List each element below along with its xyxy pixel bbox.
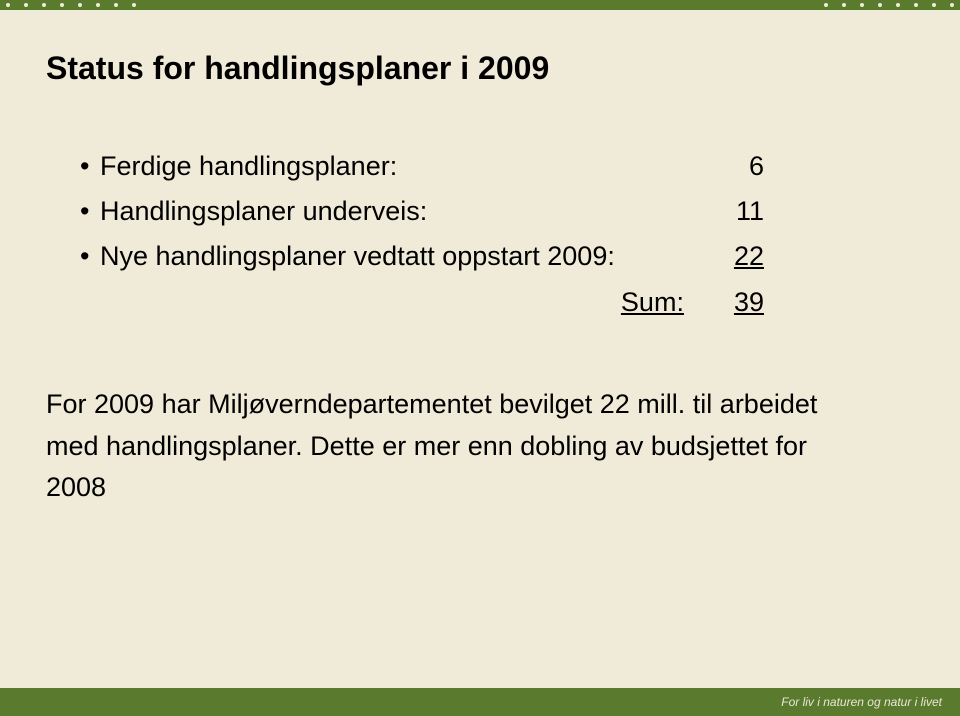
decorative-dot	[860, 3, 864, 7]
decorative-dot	[950, 3, 954, 7]
bullet-value-underlined: 22	[734, 241, 764, 271]
decorative-dot	[60, 3, 64, 7]
footer-tagline: For liv i naturen og natur i livet	[781, 695, 942, 709]
top-decorative-bar	[0, 0, 960, 10]
decorative-dot	[932, 3, 936, 7]
bullet-label: Ferdige handlingsplaner:	[100, 145, 397, 188]
slide: Status for handlingsplaner i 2009 • Ferd…	[0, 0, 960, 716]
bullet-item: • Handlingsplaner underveis: 11	[80, 190, 914, 233]
decorative-dot	[878, 3, 882, 7]
decorative-dot	[114, 3, 118, 7]
decorative-dot	[42, 3, 46, 7]
dot-row-right	[824, 0, 954, 10]
decorative-dot	[24, 3, 28, 7]
bullet-marker: •	[80, 145, 100, 188]
decorative-dot	[132, 3, 136, 7]
slide-content: Status for handlingsplaner i 2009 • Ferd…	[46, 50, 914, 509]
decorative-dot	[914, 3, 918, 7]
bullet-list: • Ferdige handlingsplaner: 6 • Handlings…	[46, 145, 914, 324]
decorative-dot	[824, 3, 828, 7]
bullet-marker: •	[80, 190, 100, 233]
body-paragraph: For 2009 har Miljøverndepartementet bevi…	[46, 384, 826, 510]
bullet-label: Nye handlingsplaner vedtatt oppstart 200…	[100, 235, 615, 278]
bullet-label: Handlingsplaner underveis:	[100, 190, 427, 233]
decorative-dot	[78, 3, 82, 7]
sum-wrap: Sum: 39	[621, 281, 914, 324]
dot-row-left	[6, 0, 136, 10]
decorative-dot	[6, 3, 10, 7]
slide-title: Status for handlingsplaner i 2009	[46, 50, 914, 87]
bullet-item: • Nye handlingsplaner vedtatt oppstart 2…	[80, 235, 914, 278]
decorative-dot	[896, 3, 900, 7]
footer-bar: For liv i naturen og natur i livet	[0, 688, 960, 716]
decorative-dot	[842, 3, 846, 7]
bullet-value: 22	[734, 235, 914, 278]
sum-label: Sum:	[621, 281, 734, 324]
bullet-value: 11	[736, 190, 914, 233]
sum-row: Sum: 39	[80, 281, 914, 324]
bullet-value: 6	[749, 145, 914, 188]
bullet-item: • Ferdige handlingsplaner: 6	[80, 145, 914, 188]
sum-value: 39	[734, 281, 764, 324]
bullet-marker: •	[80, 235, 100, 278]
decorative-dot	[96, 3, 100, 7]
